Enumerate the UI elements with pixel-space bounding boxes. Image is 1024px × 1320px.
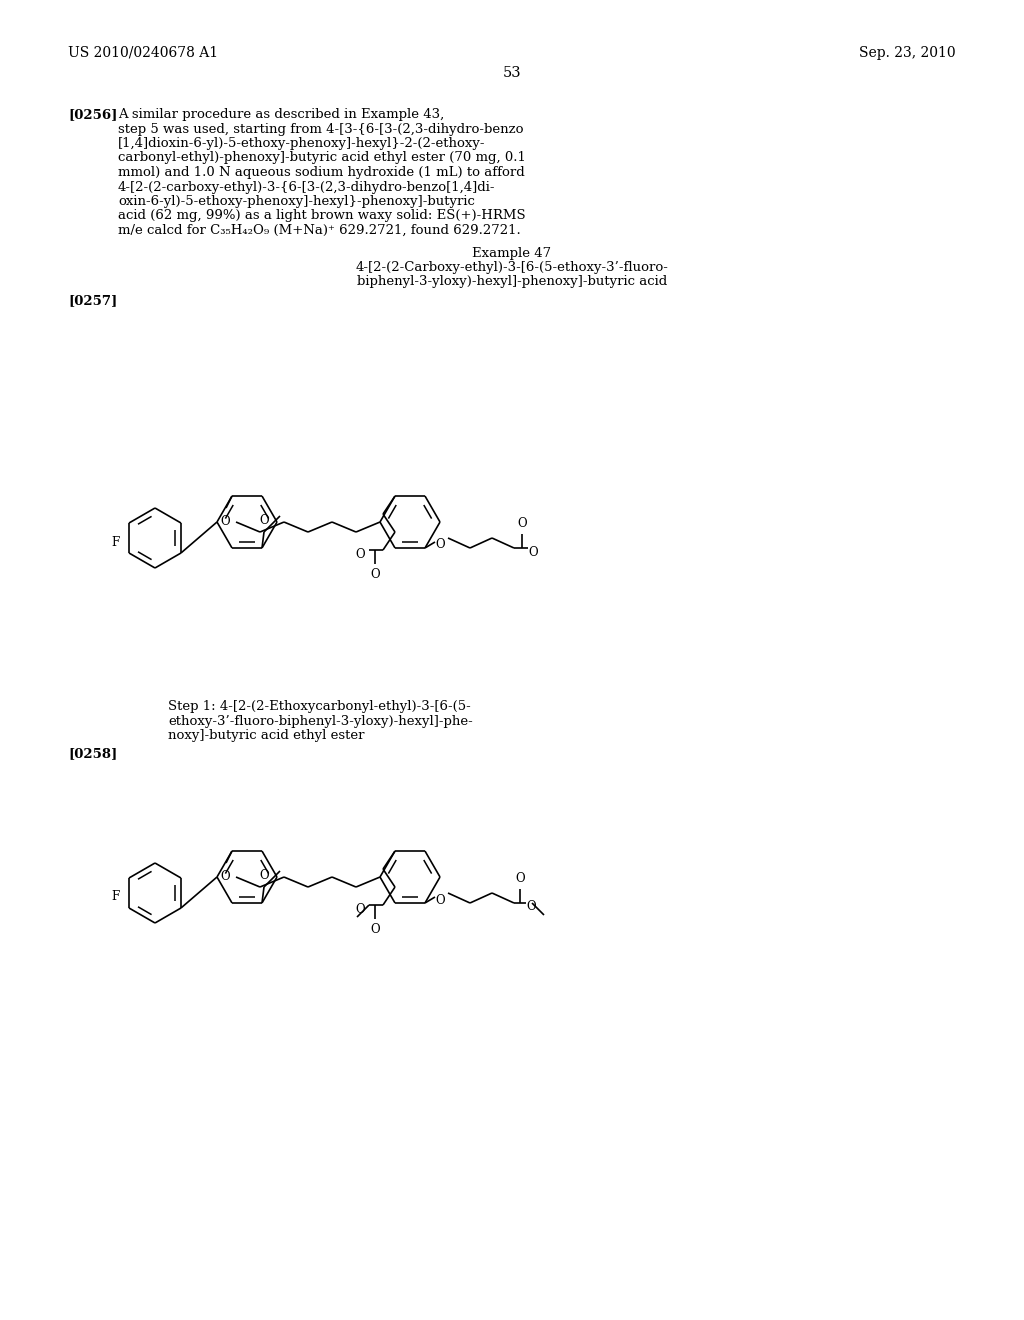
Text: 4-[2-(2-carboxy-ethyl)-3-{6-[3-(2,3-dihydro-benzo[1,4]di-: 4-[2-(2-carboxy-ethyl)-3-{6-[3-(2,3-dihy… [118, 181, 496, 194]
Text: biphenyl-3-yloxy)-hexyl]-phenoxy]-butyric acid: biphenyl-3-yloxy)-hexyl]-phenoxy]-butyri… [357, 276, 667, 289]
Text: carbonyl-ethyl)-phenoxy]-butyric acid ethyl ester (70 mg, 0.1: carbonyl-ethyl)-phenoxy]-butyric acid et… [118, 152, 526, 165]
Text: O: O [528, 545, 538, 558]
Text: mmol) and 1.0 N aqueous sodium hydroxide (1 mL) to afford: mmol) and 1.0 N aqueous sodium hydroxide… [118, 166, 524, 180]
Text: O: O [517, 517, 526, 531]
Text: [0257]: [0257] [68, 294, 118, 308]
Text: [0258]: [0258] [68, 747, 118, 760]
Text: 53: 53 [503, 66, 521, 81]
Text: 4-[2-(2-Carboxy-ethyl)-3-[6-(5-ethoxy-3’-fluoro-: 4-[2-(2-Carboxy-ethyl)-3-[6-(5-ethoxy-3’… [355, 261, 669, 275]
Text: Example 47: Example 47 [472, 247, 552, 260]
Text: noxy]-butyric acid ethyl ester: noxy]-butyric acid ethyl ester [168, 729, 365, 742]
Text: O: O [435, 539, 444, 552]
Text: O: O [371, 923, 380, 936]
Text: [1,4]dioxin-6-yl)-5-ethoxy-phenoxy]-hexyl}-2-(2-ethoxy-: [1,4]dioxin-6-yl)-5-ethoxy-phenoxy]-hexy… [118, 137, 485, 150]
Text: US 2010/0240678 A1: US 2010/0240678 A1 [68, 46, 218, 59]
Text: ethoxy-3’-fluoro-biphenyl-3-yloxy)-hexyl]-phe-: ethoxy-3’-fluoro-biphenyl-3-yloxy)-hexyl… [168, 714, 473, 727]
Text: m/e calcd for C₃₅H₄₂O₉ (M+Na)⁺ 629.2721, found 629.2721.: m/e calcd for C₃₅H₄₂O₉ (M+Na)⁺ 629.2721,… [118, 224, 521, 238]
Text: acid (62 mg, 99%) as a light brown waxy solid: ES(+)-HRMS: acid (62 mg, 99%) as a light brown waxy … [118, 210, 525, 223]
Text: O: O [259, 513, 269, 527]
Text: oxin-6-yl)-5-ethoxy-phenoxy]-hexyl}-phenoxy]-butyric: oxin-6-yl)-5-ethoxy-phenoxy]-hexyl}-phen… [118, 195, 475, 209]
Text: Step 1: 4-[2-(2-Ethoxycarbonyl-ethyl)-3-[6-(5-: Step 1: 4-[2-(2-Ethoxycarbonyl-ethyl)-3-… [168, 700, 471, 713]
Text: O: O [515, 873, 525, 884]
Text: [0256]: [0256] [68, 108, 118, 121]
Text: O: O [355, 903, 365, 916]
Text: F: F [112, 536, 120, 549]
Text: O: O [371, 568, 380, 581]
Text: O: O [435, 894, 444, 907]
Text: A similar procedure as described in Example 43,: A similar procedure as described in Exam… [118, 108, 444, 121]
Text: F: F [112, 891, 120, 903]
Text: O: O [220, 870, 229, 883]
Text: step 5 was used, starting from 4-[3-{6-[3-(2,3-dihydro-benzo: step 5 was used, starting from 4-[3-{6-[… [118, 123, 523, 136]
Text: O: O [526, 900, 536, 913]
Text: Sep. 23, 2010: Sep. 23, 2010 [859, 46, 956, 59]
Text: O: O [259, 869, 269, 882]
Text: O: O [355, 548, 365, 561]
Text: O: O [220, 515, 229, 528]
